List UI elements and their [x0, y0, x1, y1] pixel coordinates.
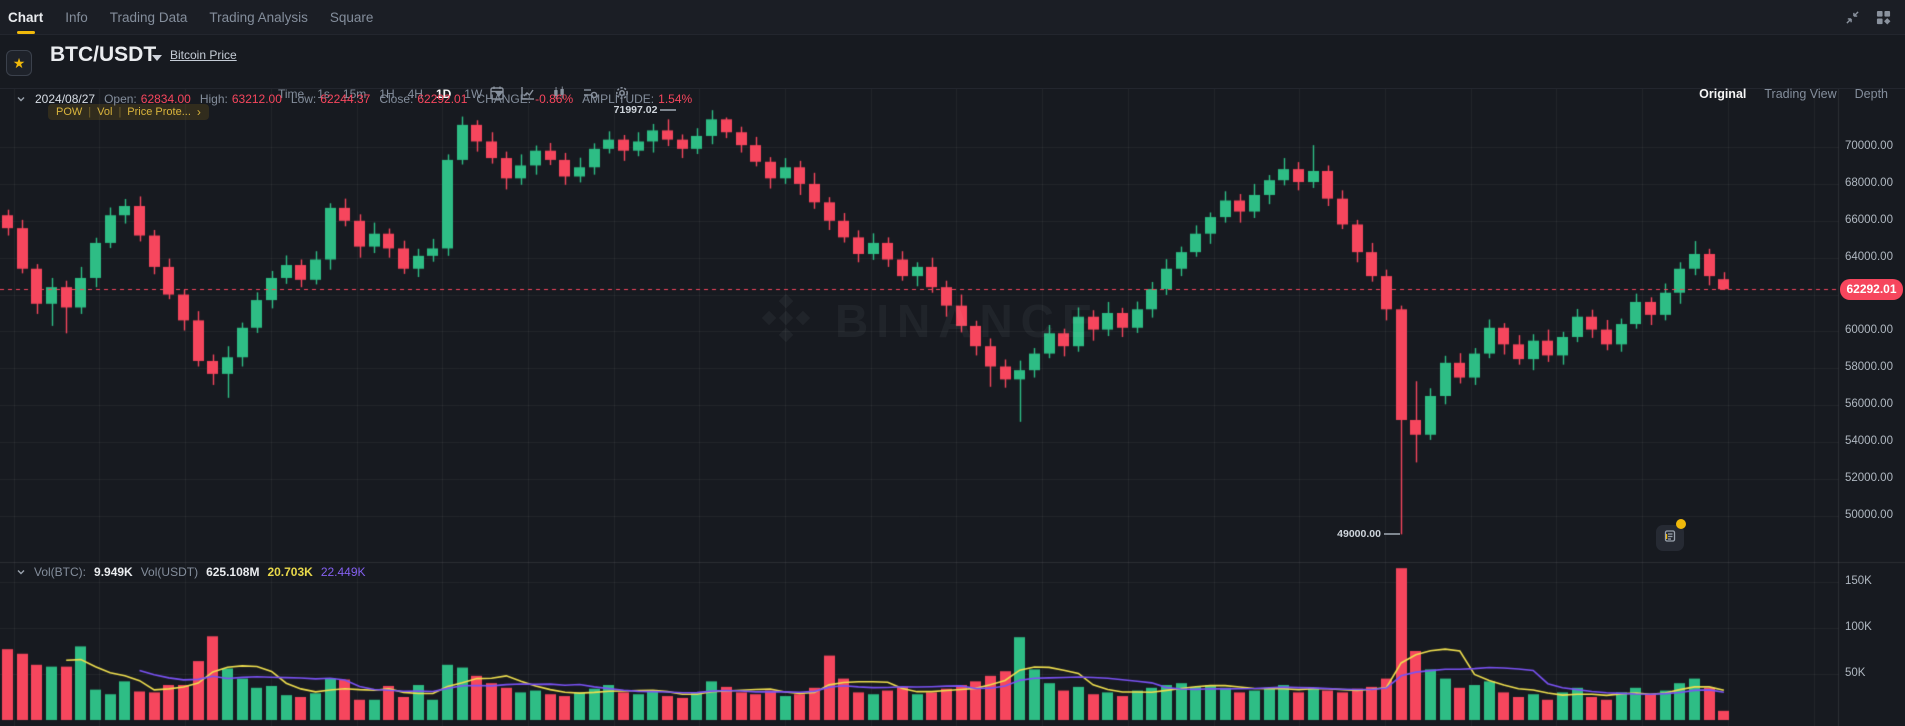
news-feed-button[interactable]: [1656, 525, 1684, 551]
symbol-info-link[interactable]: Bitcoin Price: [170, 48, 237, 62]
ohlc-field-label: CHANGE:: [476, 92, 532, 106]
price-axis-tick: 60000.00: [1845, 324, 1893, 337]
nav-right-icons: [1845, 0, 1891, 34]
volume-field: Vol(BTC):: [34, 565, 87, 579]
volume-field: Vol(USDT): [140, 565, 199, 579]
price-axis-tick: 56000.00: [1845, 398, 1893, 411]
ohlc-field-value: 62244.37: [320, 92, 371, 106]
last-price-badge: 62292.01: [1840, 278, 1903, 300]
ohlc-field: Low: 62244.37: [291, 92, 370, 106]
price-axis-tick: 52000.00: [1845, 472, 1893, 484]
nav-tab-trading-data[interactable]: Trading Data: [110, 0, 188, 34]
ohlc-field-value: 62292.01: [417, 92, 468, 106]
collapse-chevron-icon[interactable]: [16, 567, 26, 577]
nav-tab-label: Trading Analysis: [209, 9, 308, 25]
volume-field: 22.449K: [320, 565, 366, 579]
collapse-chevron-icon[interactable]: [16, 94, 26, 104]
ohlc-field-value: 63212.00: [231, 92, 282, 106]
active-tab-underline: [16, 31, 35, 34]
news-icon: [1663, 529, 1677, 548]
price-axis-tick: 70000.00: [1845, 140, 1893, 152]
ohlc-info-bar: 2024/08/27 Open: 62834.00 High: 63212.00 Low…: [16, 92, 692, 106]
nav-tabs: Chart Info Trading Data Trading Analysis Squ…: [0, 0, 373, 34]
chevron-down-icon[interactable]: [152, 55, 162, 61]
price-axis-tick: 68000.00: [1845, 176, 1893, 189]
nav-tab-label: Trading Data: [109, 9, 188, 25]
nav-tab-square[interactable]: Square: [330, 0, 374, 34]
ohlc-field-value: 62834.00: [140, 92, 191, 106]
nav-tab-chart[interactable]: Chart: [8, 0, 43, 34]
ohlc-field-value: -0.86%: [535, 92, 574, 106]
annotation-dash: [660, 109, 677, 112]
low-price-label: 49000.00: [1337, 528, 1381, 541]
low-price-annotation: 49000.00: [1337, 528, 1400, 540]
volume-field: 9.949K: [94, 565, 133, 579]
annotation-dash: [1383, 533, 1400, 536]
ohlc-date: 2024/08/27: [35, 92, 96, 106]
notification-dot: [1676, 519, 1686, 529]
favorite-star-button[interactable]: ★: [6, 50, 32, 76]
ohlc-field: AMPLITUDE: 1.54%: [582, 92, 692, 106]
price-chart-canvas[interactable]: [0, 89, 1905, 726]
high-price-label: 71997.02: [613, 104, 658, 117]
volume-axis-tick: 100K: [1845, 621, 1872, 633]
nav-tab-trading-analysis[interactable]: Trading Analysis: [209, 0, 308, 34]
ohlc-field-label: AMPLITUDE:: [582, 92, 655, 106]
volume-info-bar: Vol(BTC): 9.949K Vol(USDT) 625.108M 20.703K 2…: [16, 565, 366, 579]
volume-field: 625.108M: [206, 565, 260, 579]
price-axis-tick: 50000.00: [1845, 508, 1893, 521]
volume-axis-tick: 50K: [1845, 667, 1866, 679]
ohlc-field-label: Close:: [379, 92, 414, 106]
price-axis-tick: 54000.00: [1845, 435, 1893, 448]
nav-tab-label: Chart: [8, 9, 44, 25]
chart-header: ★ BTC/USDT Bitcoin Price POW|Vol|Price P…: [0, 35, 1905, 120]
symbol-title[interactable]: BTC/USDT: [50, 43, 157, 66]
ohlc-field-label: Low:: [290, 92, 317, 106]
chart-area: BINANCE 2024/08/27 Open:62834.00High:632…: [0, 89, 1905, 726]
price-axis-tick: 66000.00: [1845, 213, 1893, 226]
volume-field: 20.703K: [267, 565, 313, 579]
nav-tab-info[interactable]: Info: [65, 0, 88, 34]
high-price-annotation: 71997.02: [614, 104, 677, 116]
ohlc-field-label: High:: [199, 92, 228, 106]
ohlc-field-value: 1.54%: [658, 92, 693, 106]
ohlc-field: Open: 62834.00: [104, 92, 191, 106]
ohlc-field-label: Open:: [104, 92, 137, 106]
nav-tab-label: Info: [65, 9, 88, 25]
layout-grid-icon[interactable]: [1876, 10, 1891, 25]
volume-axis-tick: 150K: [1845, 575, 1872, 587]
ohlc-field: Close: 62292.01: [379, 92, 467, 106]
top-nav: Chart Info Trading Data Trading Analysis Squ…: [0, 0, 1905, 35]
price-axis-tick: 64000.00: [1845, 250, 1893, 263]
collapse-icon[interactable]: [1845, 10, 1860, 25]
volume-fields: Vol(BTC): 9.949K Vol(USDT) 625.108M 20.703K 2…: [34, 565, 366, 579]
ohlc-field: CHANGE: -0.86%: [476, 92, 573, 106]
price-axis-tick: 58000.00: [1845, 361, 1893, 374]
star-icon: ★: [12, 54, 26, 71]
nav-tab-label: Square: [329, 9, 374, 25]
ohlc-fields: Open: 62834.00 High: 63212.00 Low: 62244.37 Cl…: [104, 92, 692, 106]
ohlc-field: High: 63212.00: [200, 92, 282, 106]
